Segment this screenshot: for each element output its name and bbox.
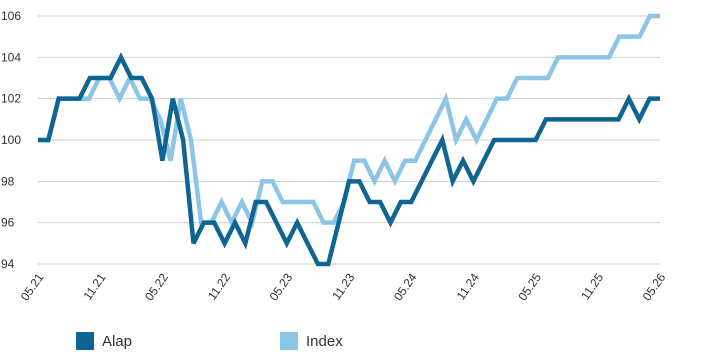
x-tick-label: 11.21 xyxy=(80,270,108,302)
legend-label-index: Index xyxy=(306,332,343,350)
x-tick-label: 05.23 xyxy=(267,270,296,303)
y-tick-label: 104 xyxy=(1,50,21,64)
x-tick-label: 05.26 xyxy=(640,270,669,303)
x-axis-ticks: 05.21 11.21 05.22 11.22 05.23 11.23 05.24 11.24… xyxy=(18,270,669,303)
x-tick-label: 11.24 xyxy=(454,270,482,302)
legend-swatch-index xyxy=(280,332,298,350)
y-tick-label: 100 xyxy=(1,133,21,147)
y-tick-label: 98 xyxy=(1,174,15,188)
x-tick-label: 11.25 xyxy=(578,270,606,302)
y-tick-label: 96 xyxy=(1,216,15,230)
series-lines xyxy=(38,13,660,267)
x-tick-label: 05.24 xyxy=(391,270,420,303)
y-tick-label: 106 xyxy=(1,9,21,23)
series-line-alap xyxy=(38,52,660,267)
legend-label-alap: Alap xyxy=(102,332,133,350)
x-tick-label: 05.21 xyxy=(18,270,47,303)
legend-item-alap: Alap xyxy=(76,331,132,351)
y-tick-label: 102 xyxy=(1,92,21,106)
grid-lines xyxy=(38,15,660,265)
x-tick-label: 11.23 xyxy=(329,270,357,302)
x-tick-label: 11.22 xyxy=(205,270,233,302)
y-axis-ticks: 94 96 98 100 102 104 106 xyxy=(1,9,21,271)
legend-item-index: Index xyxy=(280,331,343,351)
legend-swatch-alap xyxy=(76,332,94,350)
x-tick-label: 05.22 xyxy=(142,270,171,303)
x-tick-label: 05.25 xyxy=(515,270,544,303)
y-tick-label: 94 xyxy=(1,257,15,271)
